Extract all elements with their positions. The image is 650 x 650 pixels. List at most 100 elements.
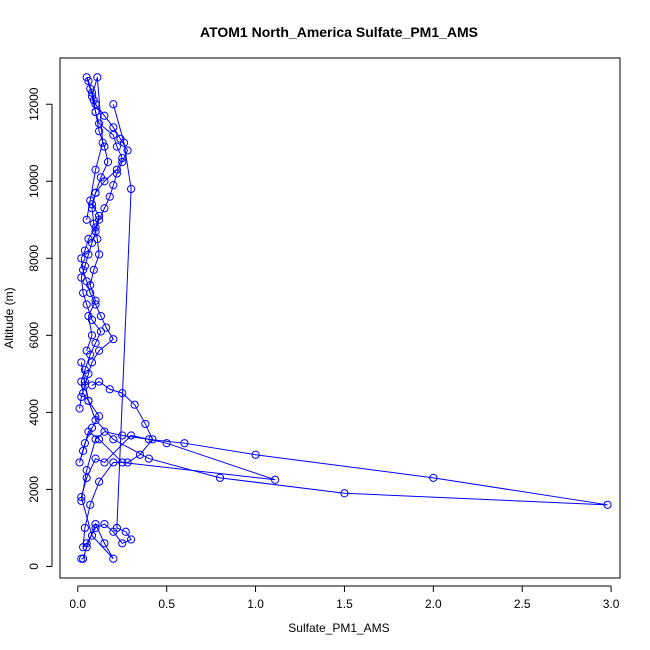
- data-point: [103, 157, 113, 167]
- data-point: [82, 215, 91, 224]
- data-point: [130, 400, 139, 409]
- data-point: [93, 234, 102, 244]
- data-point: [109, 100, 118, 109]
- data-point: [109, 458, 118, 467]
- data-point: [127, 431, 136, 440]
- y-tick-label: 6000: [27, 322, 41, 349]
- data-point: [141, 419, 150, 429]
- data-point: [100, 539, 109, 548]
- data-point: [95, 211, 104, 221]
- data-point: [95, 346, 104, 355]
- data-point: [87, 531, 97, 540]
- data-point: [96, 173, 105, 182]
- data-point: [148, 435, 157, 444]
- data-point: [80, 523, 89, 533]
- x-axis: 0.0 0.5 1.0 1.5 2.0 2.5 3.0: [69, 585, 620, 611]
- data-point: [102, 323, 111, 332]
- data-point: [100, 142, 109, 151]
- y-axis-label: Altitude (m): [2, 287, 16, 348]
- data-point: [80, 261, 89, 271]
- series-line-1: [80, 362, 608, 506]
- data-point: [123, 458, 132, 467]
- x-tick-label: 2.5: [514, 597, 531, 611]
- data-point: [77, 273, 86, 282]
- data-point: [82, 73, 91, 82]
- data-point: [91, 188, 100, 197]
- data-point: [87, 331, 97, 340]
- data-point: [91, 338, 100, 348]
- data-point: [77, 496, 86, 506]
- y-tick-label: 2000: [27, 476, 41, 503]
- data-point: [127, 535, 136, 544]
- data-point: [84, 396, 93, 405]
- data-point: [180, 439, 189, 448]
- data-point: [87, 358, 97, 367]
- data-point: [109, 554, 118, 563]
- data-point: [82, 466, 91, 475]
- data-point: [84, 369, 93, 378]
- data-point: [77, 392, 86, 402]
- data-point: [118, 539, 127, 548]
- data-point: [100, 204, 109, 213]
- x-tick-label: 3.0: [603, 597, 620, 611]
- data-point: [127, 184, 136, 194]
- data-point: [84, 234, 93, 244]
- data-point: [91, 296, 100, 305]
- data-point: [82, 539, 91, 548]
- data-point: [82, 300, 91, 309]
- y-tick-label: 8000: [27, 245, 41, 272]
- x-tick-label: 1.5: [336, 597, 353, 611]
- data-point: [77, 358, 86, 367]
- x-axis-label: Sulfate_PM1_AMS: [288, 621, 389, 635]
- data-point: [109, 335, 118, 344]
- data-point: [100, 519, 109, 529]
- data-point: [95, 250, 104, 259]
- data-point: [87, 423, 97, 432]
- data-point: [79, 554, 88, 563]
- data-point: [75, 458, 84, 467]
- data-point: [118, 389, 127, 398]
- series-layer: [75, 73, 612, 563]
- data-point: [96, 311, 105, 321]
- data-point: [80, 246, 89, 255]
- data-point: [79, 265, 88, 274]
- data-point: [95, 215, 104, 224]
- data-point: [91, 415, 100, 425]
- data-point: [91, 227, 100, 236]
- data-point: [82, 473, 91, 482]
- plot-frame: [59, 57, 621, 579]
- data-point: [112, 165, 121, 174]
- data-point: [96, 327, 105, 336]
- y-tick-label: 10000: [27, 164, 41, 198]
- data-point: [135, 450, 145, 459]
- x-tick-label: 0.0: [69, 597, 86, 611]
- data-point: [86, 500, 95, 509]
- data-point: [91, 523, 100, 533]
- data-point: [91, 435, 100, 444]
- data-point: [118, 154, 127, 163]
- data-point: [119, 138, 129, 147]
- data-point: [109, 123, 118, 132]
- data-point: [80, 377, 89, 386]
- data-point: [91, 107, 100, 117]
- data-point: [603, 500, 612, 509]
- data-point: [93, 73, 102, 82]
- data-point: [77, 254, 86, 263]
- data-point: [109, 130, 118, 140]
- chart-title: ATOM1 North_America Sulfate_PM1_AMS: [200, 24, 478, 40]
- data-point: [95, 127, 104, 136]
- data-point: [121, 527, 130, 536]
- y-tick-label: 12000: [27, 87, 41, 121]
- data-point: [215, 473, 225, 482]
- data-point: [87, 92, 97, 101]
- data-point: [112, 142, 121, 151]
- data-point: [89, 265, 98, 274]
- data-point: [109, 181, 118, 190]
- data-point: [162, 439, 171, 448]
- data-point: [87, 204, 97, 213]
- data-point: [95, 377, 104, 386]
- series-line-0: [79, 77, 276, 560]
- data-point: [86, 196, 95, 205]
- y-tick-label: 4000: [27, 399, 41, 426]
